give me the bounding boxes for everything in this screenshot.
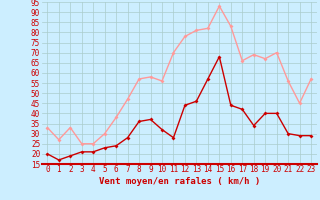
X-axis label: Vent moyen/en rafales ( km/h ): Vent moyen/en rafales ( km/h )	[99, 177, 260, 186]
